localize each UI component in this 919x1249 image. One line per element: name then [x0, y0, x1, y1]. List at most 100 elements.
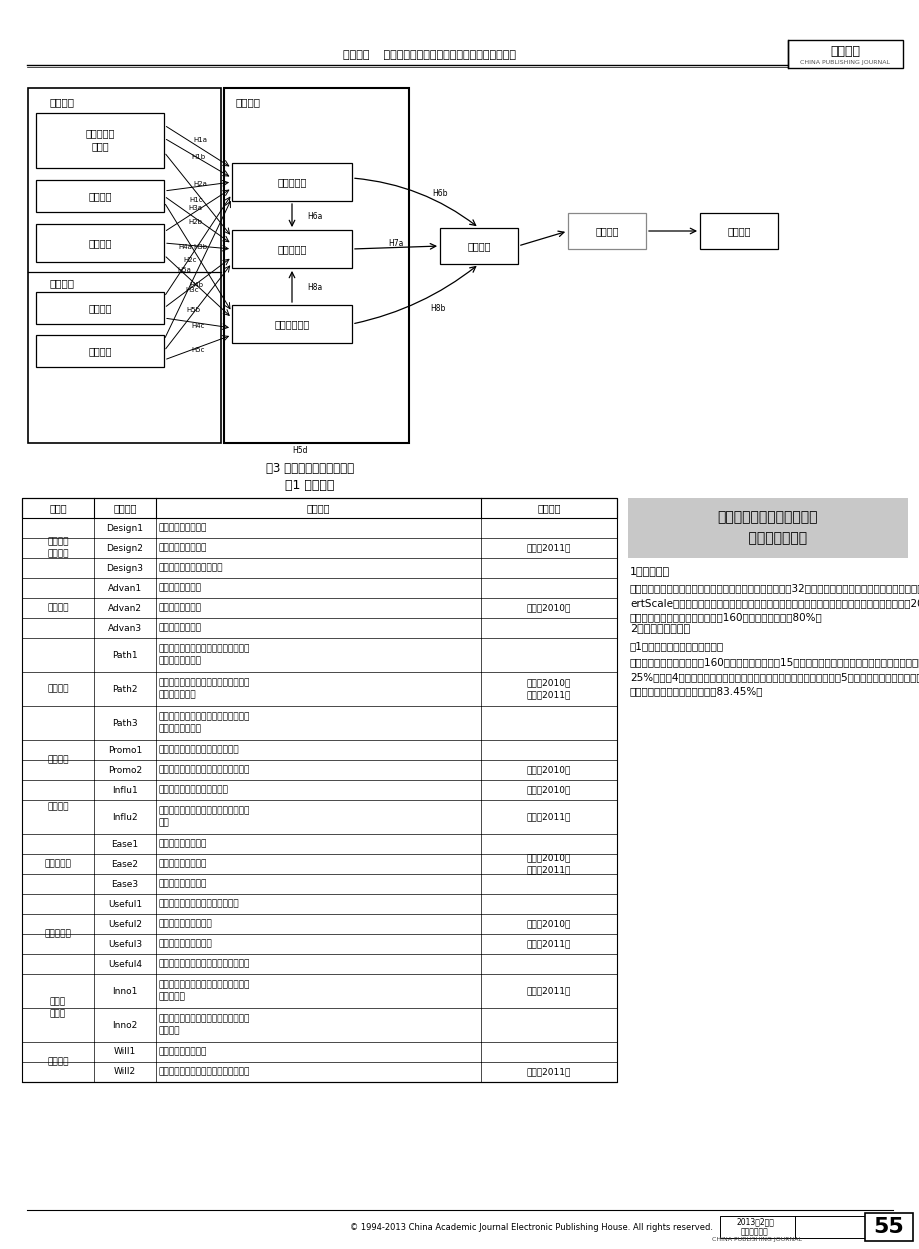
Text: 习惯阅读纸质图书因而更易接受触屏媒
体拥有类似的功能: 习惯阅读纸质图书因而更易接受触屏媒 体拥有类似的功能: [159, 713, 250, 733]
Text: 中国出版: 中国出版: [829, 45, 859, 57]
Bar: [788, 40, 902, 67]
Text: 2．问卷描述性分析: 2．问卷描述性分析: [630, 623, 689, 633]
Text: Advan2: Advan2: [108, 603, 142, 612]
Text: Useful1: Useful1: [108, 899, 142, 908]
Text: H5a: H5a: [176, 267, 191, 274]
Text: 触屏媒体设
计特征: 触屏媒体设 计特征: [85, 129, 115, 151]
Text: 问项编码: 问项编码: [113, 503, 137, 513]
Bar: [232, 305, 352, 343]
Bar: [36, 112, 164, 169]
Text: 触屏媒体意义清晰，易操作: 触屏媒体意义清晰，易操作: [159, 563, 223, 572]
Text: 问卷包括两个部分，人口统计变量和各影响因素变量，共计32个问题。本研究的问卷采用李科特五分量表（Lik
ertScale）。本研究向清河中学、北京市第二中学、天: 问卷包括两个部分，人口统计变量和各影响因素变量，共计32个问题。本研究的问卷采用…: [630, 583, 919, 622]
Text: 使用意向: 使用意向: [47, 1058, 69, 1067]
Text: CHINA PUBLISHING JOURNAL: CHINA PUBLISHING JOURNAL: [711, 1238, 801, 1243]
Text: 陈喆（2011）: 陈喆（2011）: [527, 987, 571, 995]
Bar: [36, 335, 164, 367]
Text: Design2: Design2: [107, 543, 143, 552]
Text: H5d: H5d: [292, 446, 308, 455]
Text: Advan3: Advan3: [108, 623, 142, 632]
Text: H3a: H3a: [187, 205, 202, 211]
Text: 测量问题: 测量问题: [306, 503, 330, 513]
Text: 使用意向: 使用意向: [467, 241, 490, 251]
Text: H5c: H5c: [191, 347, 205, 353]
Text: 习惯电脑的某些功能因而更易接受该功
能的触屏媒体版本: 习惯电脑的某些功能因而更易接受该功 能的触屏媒体版本: [159, 644, 250, 666]
Text: 触屏媒体很容易使用: 触屏媒体很容易使用: [159, 859, 207, 868]
Text: Inno1: Inno1: [112, 987, 138, 995]
Text: 亲朋好友对触屏媒体的推荐程度会影响
选择: 亲朋好友对触屏媒体的推荐程度会影响 选择: [159, 807, 250, 827]
Text: 会经常使用触屏媒体: 会经常使用触屏媒体: [159, 1048, 207, 1057]
Text: H1b: H1b: [191, 154, 205, 160]
Text: 感知有用性: 感知有用性: [44, 929, 72, 938]
Bar: [232, 164, 352, 201]
Text: 触屏媒体能够沟通交流: 触屏媒体能够沟通交流: [159, 939, 212, 948]
Text: © 1994-2013 China Academic Journal Electronic Publishing House. All rights reser: © 1994-2013 China Academic Journal Elect…: [349, 1224, 805, 1233]
Text: 陈喆（2011）: 陈喆（2011）: [527, 813, 571, 822]
Text: 触屏媒体能够增长知识: 触屏媒体能够增长知识: [159, 919, 212, 928]
Text: 如果触屏媒体的功能新奇、有趣，会使
用触屏媒体: 如果触屏媒体的功能新奇、有趣，会使 用触屏媒体: [159, 980, 250, 1002]
Text: （1）调查对象触屏媒体接触情况: （1）调查对象触屏媒体接触情况: [630, 641, 723, 651]
Text: 周围的同学都在使用触屏媒体: 周围的同学都在使用触屏媒体: [159, 786, 229, 794]
Text: 表1 问卷量表: 表1 问卷量表: [285, 478, 335, 492]
Bar: [439, 229, 517, 264]
Text: Useful4: Useful4: [108, 959, 142, 968]
Text: Will2: Will2: [114, 1068, 136, 1077]
Text: 主观规范: 主观规范: [47, 803, 69, 812]
Bar: [22, 498, 617, 1082]
Text: 王晨（2010）
陈喆（2011）: 王晨（2010） 陈喆（2011）: [527, 854, 571, 874]
Text: 触屏媒体设计很漂亮: 触屏媒体设计很漂亮: [159, 543, 207, 552]
Text: 55: 55: [873, 1217, 903, 1237]
Text: 触屏媒体功能很强大: 触屏媒体功能很强大: [159, 523, 207, 532]
Text: 媒体因素: 媒体因素: [50, 97, 75, 107]
Text: 触屏媒体的菜单易记: 触屏媒体的菜单易记: [159, 879, 207, 888]
Text: H6a: H6a: [307, 211, 322, 221]
Text: Design3: Design3: [107, 563, 143, 572]
Text: 路径依赖: 路径依赖: [47, 684, 69, 693]
Text: Path2: Path2: [112, 684, 138, 693]
Bar: [36, 224, 164, 262]
Text: 触屏媒体存储量大: 触屏媒体存储量大: [159, 603, 202, 612]
Text: H4c: H4c: [191, 323, 205, 328]
Text: Path1: Path1: [112, 651, 138, 659]
Text: Path3: Path3: [112, 718, 138, 727]
Text: H7a: H7a: [388, 239, 403, 247]
Text: 感知易用性: 感知易用性: [277, 177, 306, 187]
Text: 王晨（2010）: 王晨（2010）: [527, 766, 571, 774]
Text: 触屏媒体中的软件奖项设置很有吸引力: 触屏媒体中的软件奖项设置很有吸引力: [159, 766, 250, 774]
Text: 主观规范: 主观规范: [88, 346, 111, 356]
Text: Influ1: Influ1: [112, 786, 138, 794]
Text: Will1: Will1: [114, 1048, 136, 1057]
Text: Ease3: Ease3: [111, 879, 139, 888]
Text: Ease1: Ease1: [111, 839, 139, 848]
Text: 如果有好的触屏媒体，愿意推荐给朋友: 如果有好的触屏媒体，愿意推荐给朋友: [159, 1068, 250, 1077]
Bar: [22, 498, 617, 518]
Text: H2b: H2b: [187, 219, 202, 225]
Text: Promo2: Promo2: [108, 766, 142, 774]
Text: 王晨（2010）
陈喆（2011）: 王晨（2010） 陈喆（2011）: [527, 678, 571, 699]
Bar: [720, 1217, 864, 1238]
Text: 触屏媒体的操作易学: 触屏媒体的操作易学: [159, 839, 207, 848]
Text: 陈喆（2011）: 陈喆（2011）: [527, 939, 571, 948]
Text: H4a: H4a: [178, 244, 192, 250]
Bar: [28, 87, 221, 443]
Text: 媒介印象: 媒介印象: [726, 226, 750, 236]
Text: 图3 儿童触屏媒体接受模型: 图3 儿童触屏媒体接受模型: [266, 461, 354, 475]
Text: Inno2: Inno2: [112, 1020, 138, 1029]
Text: 触屏媒体
设计特征: 触屏媒体 设计特征: [47, 538, 69, 558]
Text: 相对优势: 相对优势: [88, 191, 111, 201]
Text: 习惯网络的某些功能因而更易接受触屏
媒体的这些功能: 习惯网络的某些功能因而更易接受触屏 媒体的这些功能: [159, 678, 250, 699]
Bar: [232, 230, 352, 269]
Text: 使用行为: 使用行为: [595, 226, 618, 236]
Bar: [223, 87, 409, 443]
Text: 感知创新特征: 感知创新特征: [274, 318, 310, 328]
Text: H2c: H2c: [183, 257, 197, 264]
Bar: [699, 214, 777, 249]
Text: 陈喆（2011）: 陈喆（2011）: [527, 1068, 571, 1077]
Text: 2013年2月上: 2013年2月上: [735, 1218, 773, 1227]
Text: Influ2: Influ2: [112, 813, 138, 822]
Text: Useful2: Useful2: [108, 919, 142, 928]
Text: H4b: H4b: [188, 282, 203, 289]
Text: 触屏媒体的广告和宣传很有说服力: 触屏媒体的广告和宣传很有说服力: [159, 746, 239, 754]
Text: Useful3: Useful3: [108, 939, 142, 948]
Text: Promo1: Promo1: [108, 746, 142, 754]
Text: H3b: H3b: [193, 244, 207, 250]
